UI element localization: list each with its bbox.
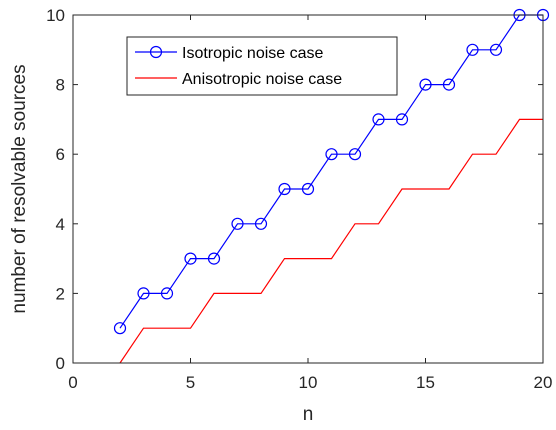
series-line-1 [119,118,543,364]
y-tick-label: 4 [56,215,65,234]
axes: 0 5 10 15 20 0 2 4 6 8 10 [46,6,552,392]
legend-marker-isotropic [149,45,163,59]
x-tick-label: 5 [186,373,195,392]
data-point [231,217,244,230]
data-point [278,182,291,196]
data-point [137,287,150,300]
x-axis-label: n [303,404,314,425]
legend-box [126,36,398,96]
x-tick-label: 20 [534,373,553,392]
data-point [372,113,385,126]
legend-label-isotropic: Isotropic noise case [182,45,324,62]
y-axis-label: number of resolvable sources [9,64,30,313]
y-tick-label: 8 [56,76,65,95]
data-point [184,252,197,265]
plot-area [113,8,550,364]
data-point [160,287,174,300]
data-point [395,113,409,126]
data-point [442,78,456,91]
data-point [325,148,338,161]
data-point [254,217,268,230]
y-tick-label: 10 [46,6,65,25]
x-tick-label: 15 [416,373,435,392]
data-point [301,182,315,196]
data-point [348,148,362,161]
y-tick-label: 0 [56,354,65,373]
data-point [419,78,432,91]
legend-label-anisotropic: Anisotropic noise case [182,71,342,88]
y-tick-label: 2 [56,284,65,303]
x-tick-label: 10 [299,373,318,392]
data-point [113,322,127,335]
data-point [466,43,479,56]
series-line-0 [119,14,543,329]
data-point [489,43,503,56]
legend: Isotropic noise case Anisotropic noise c… [126,36,398,96]
y-tick-label: 6 [56,145,65,164]
data-point [207,252,221,265]
x-tick-label: 0 [68,373,77,392]
